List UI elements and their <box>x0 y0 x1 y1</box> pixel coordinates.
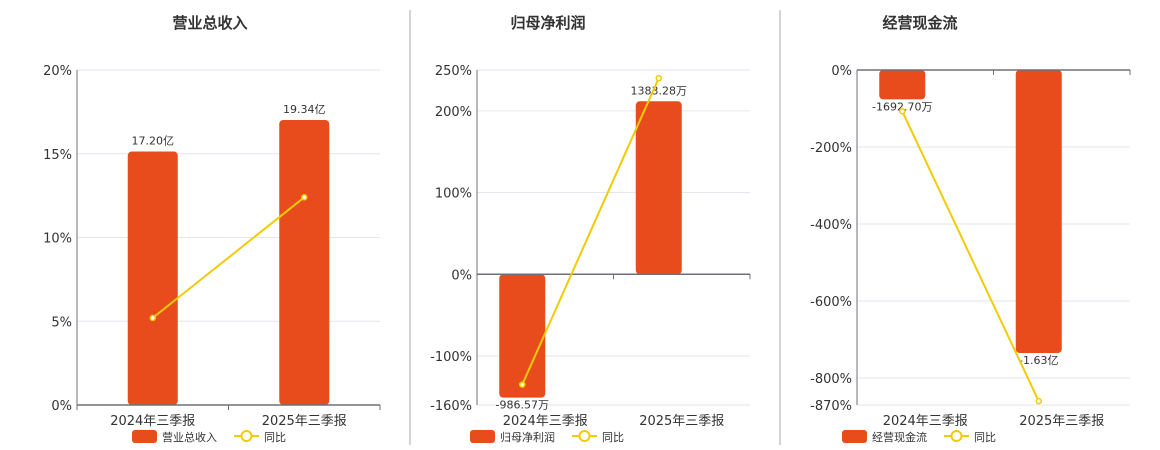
legend-bar-label: 归母净利润 <box>500 430 555 444</box>
legend-bar-swatch <box>132 430 157 443</box>
yoy-point <box>149 314 156 322</box>
chart-3: 经营现金流 -870% -800% -600% -400% -200% 0% 2024年三季报… <box>810 14 1131 444</box>
y-tick-label: -400% <box>810 218 852 233</box>
bar-value-label: -1.63亿 <box>1019 354 1058 367</box>
x-tick-label: 2024年三季报 <box>883 414 968 429</box>
y-tick-label: 0% <box>831 64 852 79</box>
y-tick-label: 250% <box>435 64 472 79</box>
y-tick-label: 5% <box>51 315 72 330</box>
legend-line-label: 同比 <box>264 431 286 444</box>
bar <box>1015 70 1062 353</box>
yoy-point <box>519 381 526 388</box>
chart-title: 经营现金流 <box>882 14 957 32</box>
legend-line-marker <box>950 430 963 442</box>
bar-value-label: -986.57万 <box>496 399 549 412</box>
yoy-line <box>152 196 305 319</box>
y-tick-label: -100% <box>430 350 472 365</box>
bar <box>127 151 178 405</box>
legend-line-label: 同比 <box>602 431 624 444</box>
yoy-point <box>899 107 906 115</box>
y-tick-label: -870% <box>810 399 852 414</box>
legend-line-label: 同比 <box>974 431 996 444</box>
y-tick-label: -600% <box>810 295 852 310</box>
bar <box>879 70 926 100</box>
y-tick-label: 0% <box>51 399 72 414</box>
y-tick-label: -200% <box>810 141 852 156</box>
x-tick-label: 2025年三季报 <box>262 414 347 429</box>
bar <box>635 101 682 275</box>
chart-title: 营业总收入 <box>172 14 247 32</box>
chart-2: 归母净利润 -160% -100% 0% 100% 200% 250% 2024年三季报 202… <box>430 14 751 444</box>
legend-line-marker <box>578 430 591 442</box>
yoy-point <box>1035 397 1042 405</box>
legend-bar-swatch <box>842 430 867 443</box>
x-tick-label: 2024年三季报 <box>503 414 588 429</box>
y-tick-label: -800% <box>810 372 852 387</box>
legend-line-marker <box>240 430 253 442</box>
yoy-point <box>655 74 662 82</box>
y-tick-label: -160% <box>430 399 472 414</box>
y-tick-label: 0% <box>451 268 472 283</box>
y-tick-label: 200% <box>435 105 472 120</box>
legend-bar-swatch <box>470 430 495 443</box>
yoy-line <box>521 77 660 385</box>
bar-value-label: 19.34亿 <box>283 103 326 116</box>
y-tick-label: 10% <box>43 232 72 247</box>
y-tick-label: 100% <box>435 187 472 202</box>
legend-bar-label: 经营现金流 <box>872 430 927 444</box>
x-tick-label: 2025年三季报 <box>639 414 724 429</box>
chart-1: 营业总收入 0% 5% 10% 15% 20% 2024年三季报 2025年三季报 17.20亿… <box>43 14 381 444</box>
y-tick-label: 15% <box>43 148 72 163</box>
yoy-point <box>301 194 308 201</box>
y-tick-label: 20% <box>43 64 72 79</box>
x-tick-label: 2025年三季报 <box>1019 414 1104 429</box>
chart-title: 归母净利润 <box>510 14 585 32</box>
x-tick-label: 2024年三季报 <box>110 414 195 429</box>
legend-bar-label: 营业总收入 <box>162 430 217 444</box>
bar-value-label: 1383.28万 <box>631 84 688 97</box>
bar-value-label: -1692.70万 <box>872 100 932 113</box>
yoy-line <box>901 110 1040 402</box>
bar <box>279 120 330 405</box>
bar-value-label: 17.20亿 <box>132 135 175 148</box>
bar <box>499 274 546 398</box>
